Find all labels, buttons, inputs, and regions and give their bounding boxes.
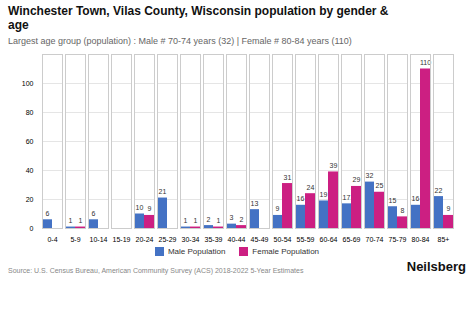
svg-text:22: 22 bbox=[435, 186, 443, 193]
svg-text:21: 21 bbox=[159, 188, 167, 195]
svg-text:1: 1 bbox=[184, 217, 188, 224]
svg-text:80: 80 bbox=[26, 109, 34, 116]
html-text:Female Population: Female Population bbox=[252, 246, 319, 256]
svg-text:25: 25 bbox=[376, 182, 384, 189]
svg-text:100: 100 bbox=[22, 80, 34, 87]
html-text:Neilsberg: Neilsberg bbox=[406, 258, 466, 274]
svg-text:15-19: 15-19 bbox=[113, 236, 131, 243]
svg-text:40: 40 bbox=[26, 167, 34, 174]
svg-text:19: 19 bbox=[320, 191, 328, 198]
svg-text:6: 6 bbox=[92, 210, 96, 217]
svg-text:55-59: 55-59 bbox=[297, 236, 315, 243]
svg-text:70-74: 70-74 bbox=[366, 236, 384, 243]
svg-text:0: 0 bbox=[30, 225, 34, 232]
svg-text:75-79: 75-79 bbox=[389, 236, 407, 243]
svg-text:13: 13 bbox=[251, 199, 259, 206]
svg-text:10: 10 bbox=[136, 204, 144, 211]
html-text:Source: U.S. Census Bureau, Am: Source: U.S. Census Bureau, American Com… bbox=[8, 266, 304, 274]
svg-text:9: 9 bbox=[148, 205, 152, 212]
svg-text:8: 8 bbox=[401, 207, 405, 214]
html-text:Male Population: Male Population bbox=[168, 246, 226, 256]
svg-text:39: 39 bbox=[330, 162, 338, 169]
svg-text:15: 15 bbox=[389, 197, 397, 204]
svg-text:31: 31 bbox=[284, 173, 292, 180]
svg-text:1: 1 bbox=[194, 217, 198, 224]
svg-text:20-24: 20-24 bbox=[136, 236, 154, 243]
svg-text:25-29: 25-29 bbox=[159, 236, 177, 243]
svg-text:1: 1 bbox=[69, 217, 73, 224]
svg-text:2: 2 bbox=[207, 215, 211, 222]
svg-text:60: 60 bbox=[26, 138, 34, 145]
svg-text:30-34: 30-34 bbox=[182, 236, 200, 243]
svg-text:45-49: 45-49 bbox=[251, 236, 269, 243]
svg-text:3: 3 bbox=[230, 214, 234, 221]
svg-text:1: 1 bbox=[79, 217, 83, 224]
svg-text:65-69: 65-69 bbox=[343, 236, 361, 243]
html-text:Largest age group (population): Largest age group (population) : Male # … bbox=[8, 35, 352, 46]
svg-text:80-84: 80-84 bbox=[412, 236, 430, 243]
svg-text:1: 1 bbox=[217, 217, 221, 224]
svg-text:35-39: 35-39 bbox=[205, 236, 223, 243]
svg-text:17: 17 bbox=[343, 194, 351, 201]
svg-text:20: 20 bbox=[26, 196, 34, 203]
svg-text:29: 29 bbox=[353, 176, 361, 183]
svg-text:40-44: 40-44 bbox=[228, 236, 246, 243]
svg-text:6: 6 bbox=[46, 210, 50, 217]
svg-text:24: 24 bbox=[307, 183, 315, 190]
svg-text:2: 2 bbox=[240, 215, 244, 222]
svg-text:32: 32 bbox=[366, 172, 374, 179]
svg-text:110: 110 bbox=[420, 59, 431, 66]
html-text:Winchester Town, Vilas County,: Winchester Town, Vilas County, Wisconsin… bbox=[8, 4, 389, 33]
svg-text:5-9: 5-9 bbox=[70, 236, 80, 243]
svg-text:60-64: 60-64 bbox=[320, 236, 338, 243]
svg-text:50-54: 50-54 bbox=[274, 236, 292, 243]
svg-text:16: 16 bbox=[412, 195, 420, 202]
svg-text:10-14: 10-14 bbox=[90, 236, 108, 243]
svg-text:9: 9 bbox=[447, 205, 451, 212]
svg-text:9: 9 bbox=[276, 205, 280, 212]
svg-text:0-4: 0-4 bbox=[47, 236, 57, 243]
svg-text:16: 16 bbox=[297, 195, 305, 202]
svg-text:85+: 85+ bbox=[438, 236, 450, 243]
